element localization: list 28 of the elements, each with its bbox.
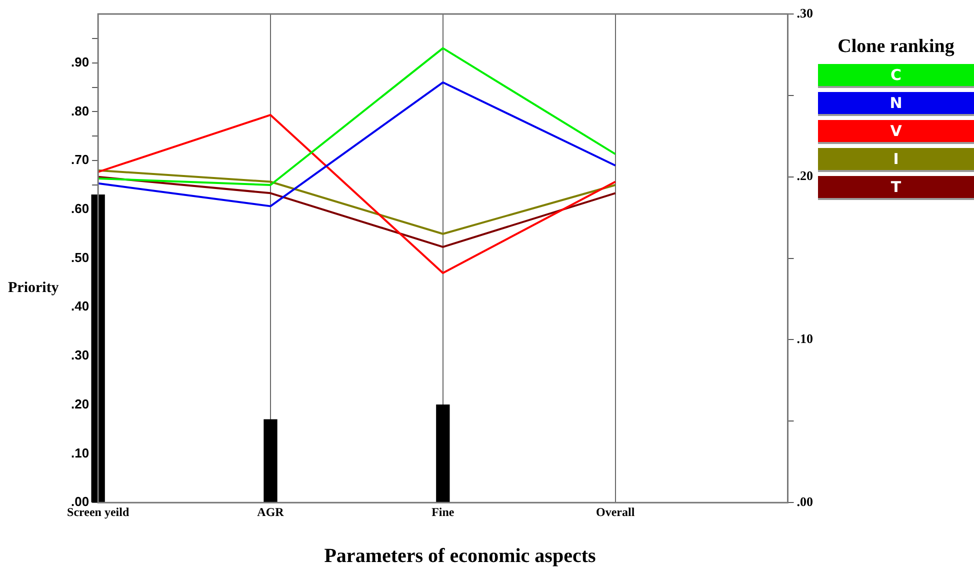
y2-tick-label: .30 [796, 5, 813, 20]
y-tick-label: .30 [70, 348, 90, 363]
bar [91, 194, 105, 502]
y-tick-label: .20 [70, 396, 90, 412]
text: N [818, 92, 974, 116]
y-tick-label: .50 [70, 250, 90, 265]
bar [436, 404, 450, 502]
y-tick-label: .80 [70, 103, 90, 118]
x-tick-label: Fine [432, 504, 455, 519]
x-axis-title: Parameters of economic aspects [324, 545, 596, 567]
text: I [818, 148, 974, 172]
y2-tick-label: .20 [796, 168, 813, 184]
text: C [818, 64, 974, 88]
legend-title: Clone ranking [836, 36, 956, 58]
bar [264, 419, 278, 502]
y-tick-label: .70 [70, 152, 90, 168]
y-tick-label: .90 [70, 54, 90, 70]
y-tick-label: .00 [70, 494, 90, 510]
y-tick-label: .10 [70, 445, 90, 460]
y-tick-label: .60 [70, 201, 90, 216]
y2-tick-label: .00 [796, 494, 813, 509]
x-tick-label: AGR [257, 504, 284, 519]
text: T [818, 176, 974, 200]
y-axis-title: Priority [8, 280, 60, 296]
text: V [818, 120, 974, 144]
y-tick-label: .40 [70, 298, 90, 314]
y2-tick-label: .10 [796, 331, 813, 346]
x-tick-label: Overall [596, 504, 636, 519]
